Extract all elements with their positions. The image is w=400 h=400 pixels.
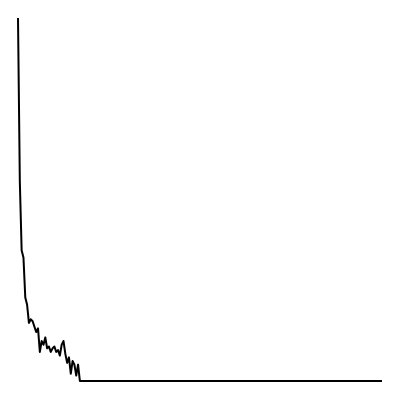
series-line-0 <box>17 17 382 382</box>
series-layer <box>17 17 382 382</box>
